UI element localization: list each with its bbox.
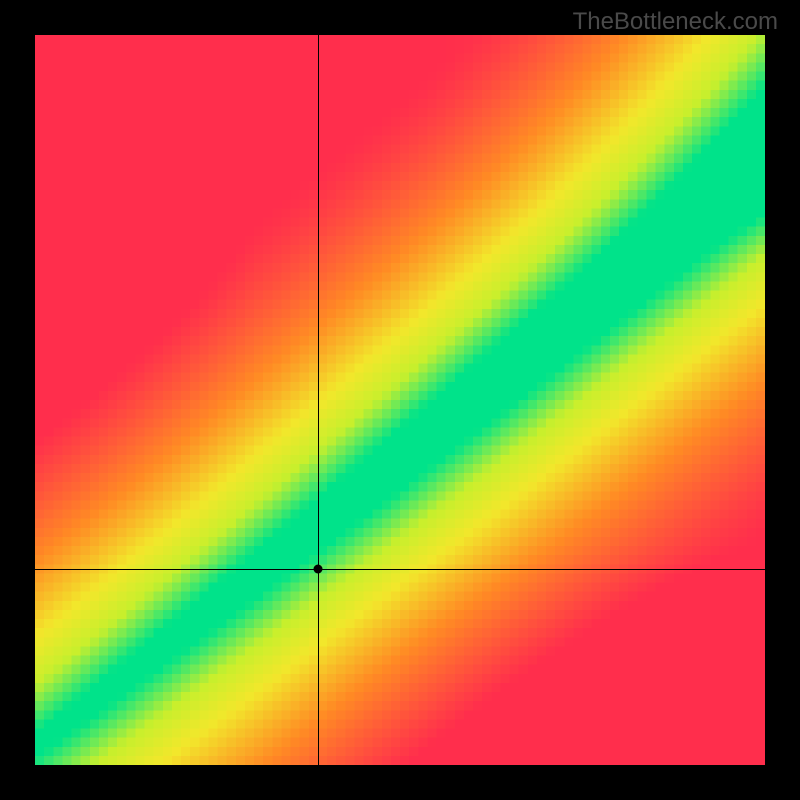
- crosshair-vertical: [318, 35, 319, 765]
- crosshair-horizontal: [35, 569, 765, 570]
- watermark-text: TheBottleneck.com: [573, 8, 778, 36]
- heatmap-plot: [35, 35, 765, 765]
- heatmap-canvas: [35, 35, 765, 765]
- crosshair-dot: [314, 565, 323, 574]
